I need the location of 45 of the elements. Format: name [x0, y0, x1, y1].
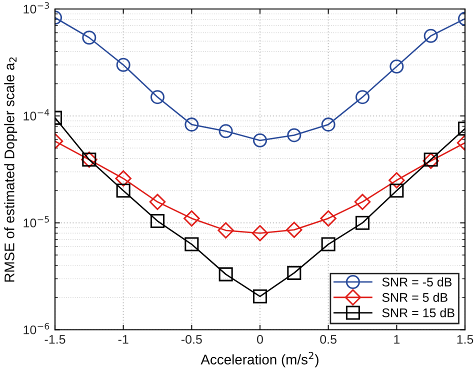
point [150, 214, 165, 228]
point [218, 124, 233, 138]
legend-label: SNR = -5 dB [382, 277, 452, 286]
x-tick-label: 0 [257, 334, 263, 344]
point [149, 194, 166, 210]
point [390, 59, 404, 74]
legend-label: SNR = 15 dB [382, 308, 454, 318]
point [82, 30, 96, 45]
point [287, 128, 302, 142]
point [390, 184, 404, 198]
point [252, 133, 268, 148]
point [116, 58, 130, 72]
point [252, 289, 268, 304]
point [355, 216, 370, 230]
point [354, 194, 371, 210]
legend-label: SNR = 5 dB [382, 292, 448, 302]
point [252, 225, 268, 242]
point [388, 172, 405, 188]
y-tick-label: 10$^{−4}$ [24, 109, 50, 120]
point [287, 266, 302, 280]
y-tick-label: 10$^{−3}$ [24, 2, 49, 14]
x-tick-label: 1 [394, 335, 400, 344]
point [321, 237, 336, 252]
point [116, 184, 130, 198]
point [184, 237, 199, 252]
point [150, 90, 165, 104]
x-tick-label: -1 [118, 335, 128, 344]
x-tick-label: 1.5 [457, 335, 474, 344]
point [184, 210, 200, 227]
point [320, 210, 336, 227]
y-tick-label: 10$^{−6}$ [24, 322, 50, 334]
x-axis-title: Acceleration (m/s$^{2}$) [200, 352, 318, 368]
point [321, 118, 336, 132]
point [355, 90, 370, 104]
y-tick-label: 10$^{−5}$ [24, 216, 49, 228]
point [218, 222, 234, 239]
x-tick-label: -0.5 [181, 334, 202, 344]
point [115, 170, 132, 187]
point [184, 118, 199, 132]
y-axis-title: RMSE of estimated Doppler scale a$_{2}$ [4, 57, 18, 282]
x-tick-label: -1.5 [44, 335, 66, 344]
point [218, 267, 233, 282]
point [286, 222, 302, 238]
point [424, 28, 438, 43]
x-tick-label: 0.5 [320, 334, 336, 344]
